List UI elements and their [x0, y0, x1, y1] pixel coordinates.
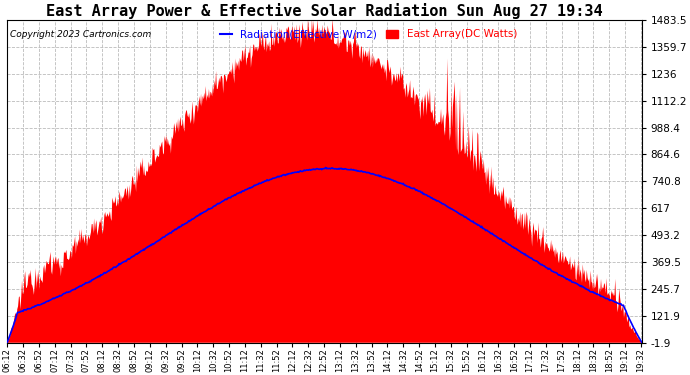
Text: Copyright 2023 Cartronics.com: Copyright 2023 Cartronics.com: [10, 30, 152, 39]
Title: East Array Power & Effective Solar Radiation Sun Aug 27 19:34: East Array Power & Effective Solar Radia…: [46, 3, 603, 19]
Legend: Radiation(Effective W/m2), East Array(DC Watts): Radiation(Effective W/m2), East Array(DC…: [215, 25, 521, 44]
